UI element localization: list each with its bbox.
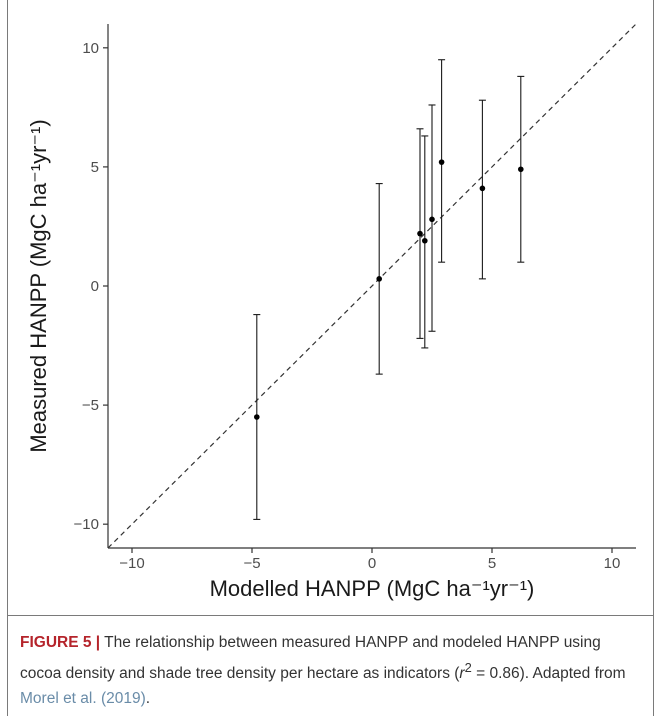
x-tick-label: −5 bbox=[243, 555, 260, 572]
y-ticks: −10 −5 0 5 10 bbox=[74, 40, 108, 533]
y-tick-label: 0 bbox=[91, 278, 99, 295]
frame-left-border bbox=[7, 0, 8, 716]
y-tick-label: 10 bbox=[82, 40, 99, 57]
figure-caption: FIGURE 5 | The relationship between meas… bbox=[20, 630, 640, 711]
x-axis-title: Modelled HANPP (MgC ha⁻¹yr⁻¹) bbox=[210, 576, 535, 601]
caption-r-exponent: 2 bbox=[464, 660, 472, 675]
x-tick-label: 0 bbox=[368, 555, 376, 572]
data-point bbox=[518, 166, 524, 173]
y-axis-title: Measured HANPP (MgC ha⁻¹yr⁻¹) bbox=[26, 119, 51, 452]
reference-line-1to1 bbox=[107, 23, 637, 549]
y-tick-label: −5 bbox=[82, 397, 99, 414]
data-point bbox=[438, 159, 445, 165]
caption-reference-link[interactable]: Morel et al. (2019) bbox=[20, 690, 146, 708]
data-point bbox=[479, 185, 486, 192]
data-point bbox=[417, 230, 423, 237]
x-tick-label: 10 bbox=[604, 555, 621, 572]
data-point bbox=[422, 237, 428, 244]
x-tick-label: 5 bbox=[488, 555, 496, 572]
caption-r-symbol: r bbox=[459, 665, 465, 683]
caption-label: FIGURE 5 | bbox=[20, 634, 101, 651]
figure-box bbox=[7, 0, 654, 616]
caption-text-1: The relationship between measured HANPP … bbox=[20, 634, 601, 683]
scatter-chart: −10 −5 0 5 10 −10 −5 0 5 10 Modelled HANPP (MgC … bbox=[26, 23, 637, 601]
caption-end: . bbox=[145, 690, 151, 708]
y-tick-label: −10 bbox=[74, 516, 99, 533]
caption-text-2: = 0.86). Adapted from bbox=[471, 665, 626, 683]
y-tick-label: 5 bbox=[91, 159, 99, 176]
data-point bbox=[253, 414, 260, 420]
data-point bbox=[376, 276, 383, 282]
data-points bbox=[253, 59, 525, 520]
x-tick-label: −10 bbox=[119, 555, 144, 572]
x-ticks: −10 −5 0 5 10 bbox=[119, 548, 620, 572]
data-point bbox=[429, 216, 435, 223]
